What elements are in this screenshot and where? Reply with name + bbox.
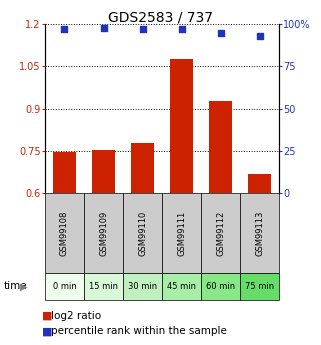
Bar [248,174,272,193]
Bar [240,193,279,273]
Text: GSM99113: GSM99113 [255,210,264,256]
Text: ▶: ▶ [20,282,28,291]
Bar [84,273,123,300]
Text: percentile rank within the sample: percentile rank within the sample [51,326,227,336]
Point [218,30,223,35]
Text: GSM99109: GSM99109 [99,210,108,256]
Point [62,27,67,32]
Point [179,27,184,32]
Bar [123,273,162,300]
Text: GSM99112: GSM99112 [216,210,225,256]
Bar [84,193,123,273]
Text: GSM99111: GSM99111 [177,210,186,256]
Text: log2 ratio: log2 ratio [51,311,101,321]
Text: ■: ■ [42,311,52,321]
Bar [162,193,201,273]
Bar [123,193,162,273]
Bar [53,151,76,193]
Text: 60 min: 60 min [206,282,235,291]
Point [140,27,145,32]
Text: 30 min: 30 min [128,282,157,291]
Bar [209,101,232,193]
Bar [92,150,115,193]
Text: GSM99108: GSM99108 [60,210,69,256]
Text: 15 min: 15 min [89,282,118,291]
Text: 45 min: 45 min [167,282,196,291]
Bar [201,193,240,273]
Point [101,25,106,30]
Bar [131,143,154,193]
Point [257,33,262,39]
Bar [170,59,193,193]
Text: 0 min: 0 min [53,282,76,291]
Text: GDS2583 / 737: GDS2583 / 737 [108,10,213,24]
Bar [45,273,84,300]
Text: GSM99110: GSM99110 [138,210,147,256]
Bar [162,273,201,300]
Bar [201,273,240,300]
Text: ■: ■ [42,326,52,336]
Text: 75 min: 75 min [245,282,274,291]
Bar [240,273,279,300]
Bar [45,193,84,273]
Text: time: time [3,282,27,291]
